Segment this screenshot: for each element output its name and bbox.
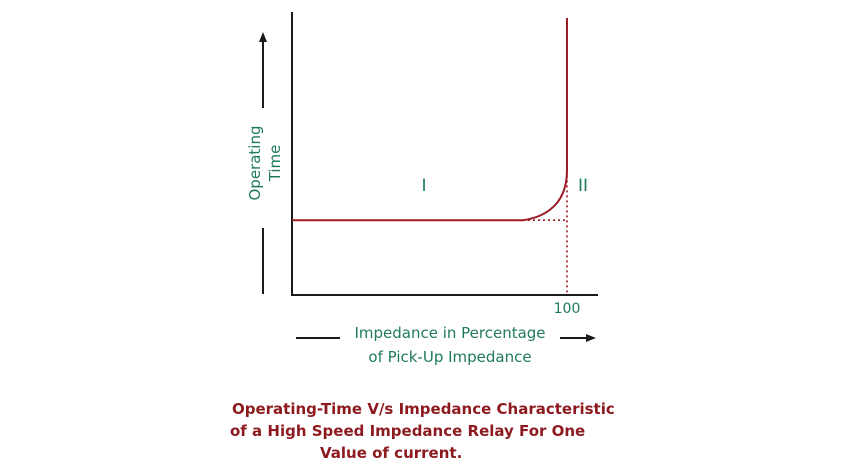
y-axis-label: Operating Time bbox=[246, 126, 284, 201]
x-axis-label-line1: Impedance in Percentage bbox=[354, 324, 545, 342]
series-line bbox=[292, 18, 568, 222]
y-axis-label-line1: Operating bbox=[246, 126, 264, 201]
y-arrow-head-icon bbox=[259, 32, 267, 42]
region-label-1: I bbox=[421, 176, 426, 196]
region-label-2: II bbox=[578, 176, 588, 196]
y-axis-label-line2: Time bbox=[266, 145, 284, 183]
x-axis-label-line2: of Pick-Up Impedance bbox=[368, 348, 531, 366]
caption-line-1: Operating-Time V/s Impedance Characteris… bbox=[232, 400, 615, 418]
caption-line-2: of a High Speed Impedance Relay For One bbox=[230, 422, 586, 440]
x-arrow-head-icon bbox=[586, 334, 596, 342]
chart: I II 100 Operating Time Impedance in Per… bbox=[246, 12, 598, 366]
caption-line-3: Value of current. bbox=[320, 444, 463, 462]
x-tick-label: 100 bbox=[554, 301, 581, 317]
